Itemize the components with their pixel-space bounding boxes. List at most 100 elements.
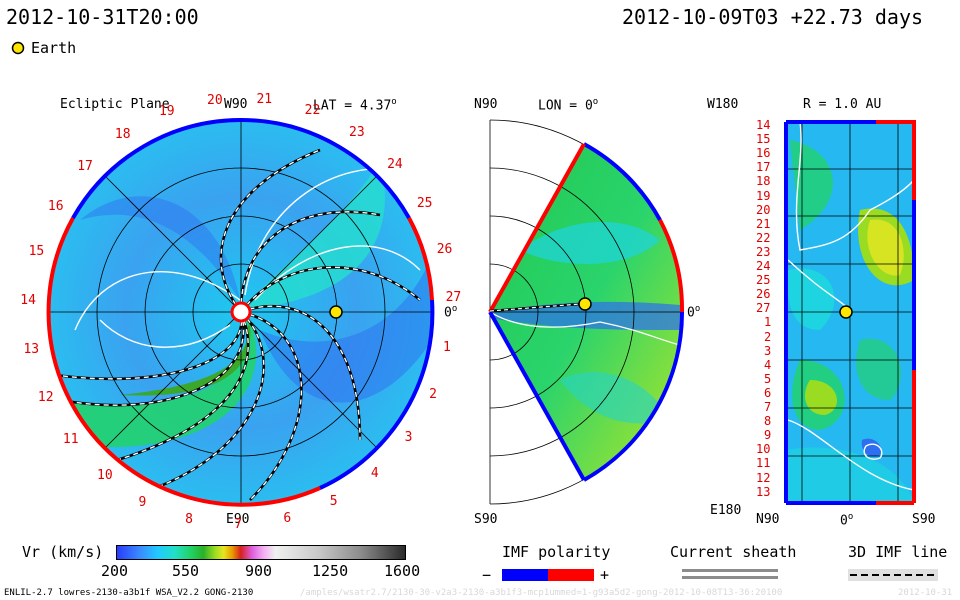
carrington-label-23: 23 [349, 125, 365, 141]
ecliptic-title: Ecliptic Plane [60, 97, 170, 112]
spherical-x-label-n90: N90 [756, 512, 780, 527]
carrington-label-6: 6 [283, 510, 292, 526]
ecliptic-top-label: W90 [224, 97, 248, 112]
earth-marker-ecliptic [329, 305, 343, 319]
carrington-label-27: 27 [445, 290, 462, 306]
sph-x0-text: 0 [840, 513, 848, 529]
sun-marker [230, 301, 252, 323]
ecliptic-right-label: 0o [444, 304, 457, 320]
meridional-title: LON = 0o [538, 97, 598, 113]
spherical-y-label-6: 6 [764, 385, 772, 400]
colorbar-label: Vr (km/s) [22, 543, 104, 561]
carrington-label-24: 24 [387, 156, 403, 172]
footer-stamp: 2012-10-31 [898, 588, 953, 598]
spherical-title: R = 1.0 AU [803, 97, 882, 112]
carrington-label-5: 5 [329, 493, 338, 509]
spherical-y-label-12: 12 [756, 470, 771, 485]
current-sheath-label: Current sheath [670, 543, 797, 561]
spherical-y-label-5: 5 [764, 371, 772, 386]
carrington-label-1: 1 [442, 339, 451, 355]
spherical-y-label-14: 14 [756, 118, 771, 132]
imf-line-label: 3D IMF line [848, 543, 948, 561]
mer-right-text: 0 [687, 305, 695, 321]
earth-legend-label: Earth [31, 39, 77, 57]
run-date-label: 2012-10-09T03 +22.73 days [622, 5, 924, 29]
ecliptic-bottom-label: E90 [226, 512, 250, 527]
earth-marker-spherical [839, 305, 853, 319]
carrington-label-15: 15 [28, 244, 45, 260]
carrington-label-17: 17 [77, 158, 93, 174]
spherical-bottom-left-label: E180 [710, 503, 742, 518]
colorbar-tick-1600: 1600 [384, 562, 421, 580]
colorbar-tick-1250: 1250 [312, 562, 349, 580]
carrington-label-7: 7 [234, 516, 243, 532]
spherical-y-label-23: 23 [756, 244, 771, 259]
colorbar [116, 545, 406, 560]
polarity-positive-bar [548, 569, 594, 581]
carrington-label-13: 13 [23, 342, 40, 358]
spherical-top-left-label: W180 [707, 97, 739, 112]
spherical-y-label-22: 22 [756, 230, 771, 245]
colorbar-tick-550: 550 [172, 562, 200, 580]
carrington-label-22: 22 [304, 103, 321, 119]
ecliptic-lat-label: LAT = 4.37o [313, 97, 397, 113]
spherical-y-label-3: 3 [764, 343, 772, 358]
spherical-y-label-4: 4 [764, 357, 772, 372]
sph-x0-deg: o [847, 512, 854, 522]
earth-legend-icon [11, 41, 25, 55]
carrington-label-9: 9 [138, 494, 147, 510]
spherical-y-label-18: 18 [756, 174, 771, 189]
spherical-y-label-20: 20 [756, 202, 771, 217]
sheath-line-2 [682, 576, 778, 579]
spherical-y-label-1: 1 [764, 315, 772, 330]
carrington-label-2: 2 [429, 387, 437, 403]
lon-deg: o [592, 97, 599, 107]
spherical-y-label-13: 13 [756, 484, 771, 499]
carrington-label-11: 11 [62, 432, 79, 448]
meridional-panel [488, 119, 685, 505]
spherical-y-label-8: 8 [764, 414, 772, 429]
carrington-label-19: 19 [158, 104, 175, 120]
meridional-bottom-label: S90 [474, 512, 498, 527]
spherical-y-label-10: 10 [756, 442, 771, 457]
ecl-right-text: 0 [444, 305, 452, 321]
spherical-y-label-7: 7 [764, 400, 772, 414]
spherical-y-label-16: 16 [756, 146, 771, 161]
spherical-y-label-21: 21 [756, 216, 771, 231]
colorbar-tick-200: 200 [101, 562, 129, 580]
meridional-top-label: N90 [474, 97, 498, 112]
footer-model: ENLIL-2.7 lowres-2130-a3b1f WSA_V2.2 GON… [4, 588, 254, 598]
carrington-label-3: 3 [404, 430, 413, 446]
imf-polarity-label: IMF polarity [502, 543, 611, 561]
carrington-label-18: 18 [114, 126, 131, 142]
polarity-negative-bar [502, 569, 548, 581]
spherical-y-label-9: 9 [764, 428, 772, 443]
carrington-label-25: 25 [416, 196, 433, 212]
earth-marker-meridional [578, 297, 592, 311]
datetime-title: 2012-10-31T20:00 [6, 5, 199, 29]
spherical-y-label-15: 15 [756, 132, 771, 147]
lat-text: LAT = 4.37 [313, 98, 392, 114]
carrington-label-16: 16 [47, 198, 64, 214]
spherical-x-label-s90: S90 [912, 512, 936, 527]
mer-right-deg: o [694, 304, 701, 314]
carrington-label-10: 10 [97, 467, 113, 483]
spherical-y-label-25: 25 [756, 273, 771, 288]
carrington-label-26: 26 [436, 241, 453, 257]
carrington-label-14: 14 [20, 292, 36, 308]
spherical-y-label-26: 26 [756, 287, 771, 302]
sheath-line-1 [682, 569, 778, 572]
carrington-label-12: 12 [37, 389, 54, 405]
spherical-y-label-17: 17 [756, 160, 771, 175]
carrington-label-21: 21 [256, 92, 273, 108]
meridional-right-label: 0o [687, 304, 700, 320]
spherical-y-label-24: 24 [756, 259, 771, 273]
spherical-y-label-27: 27 [756, 301, 771, 316]
lat-deg: o [391, 97, 397, 107]
ecliptic-panel [46, 118, 435, 507]
ecliptic-green-stream [48, 318, 257, 448]
carrington-label-4: 4 [370, 466, 379, 482]
lon-text: LON = 0 [538, 98, 593, 114]
spherical-y-label-19: 19 [756, 188, 771, 203]
